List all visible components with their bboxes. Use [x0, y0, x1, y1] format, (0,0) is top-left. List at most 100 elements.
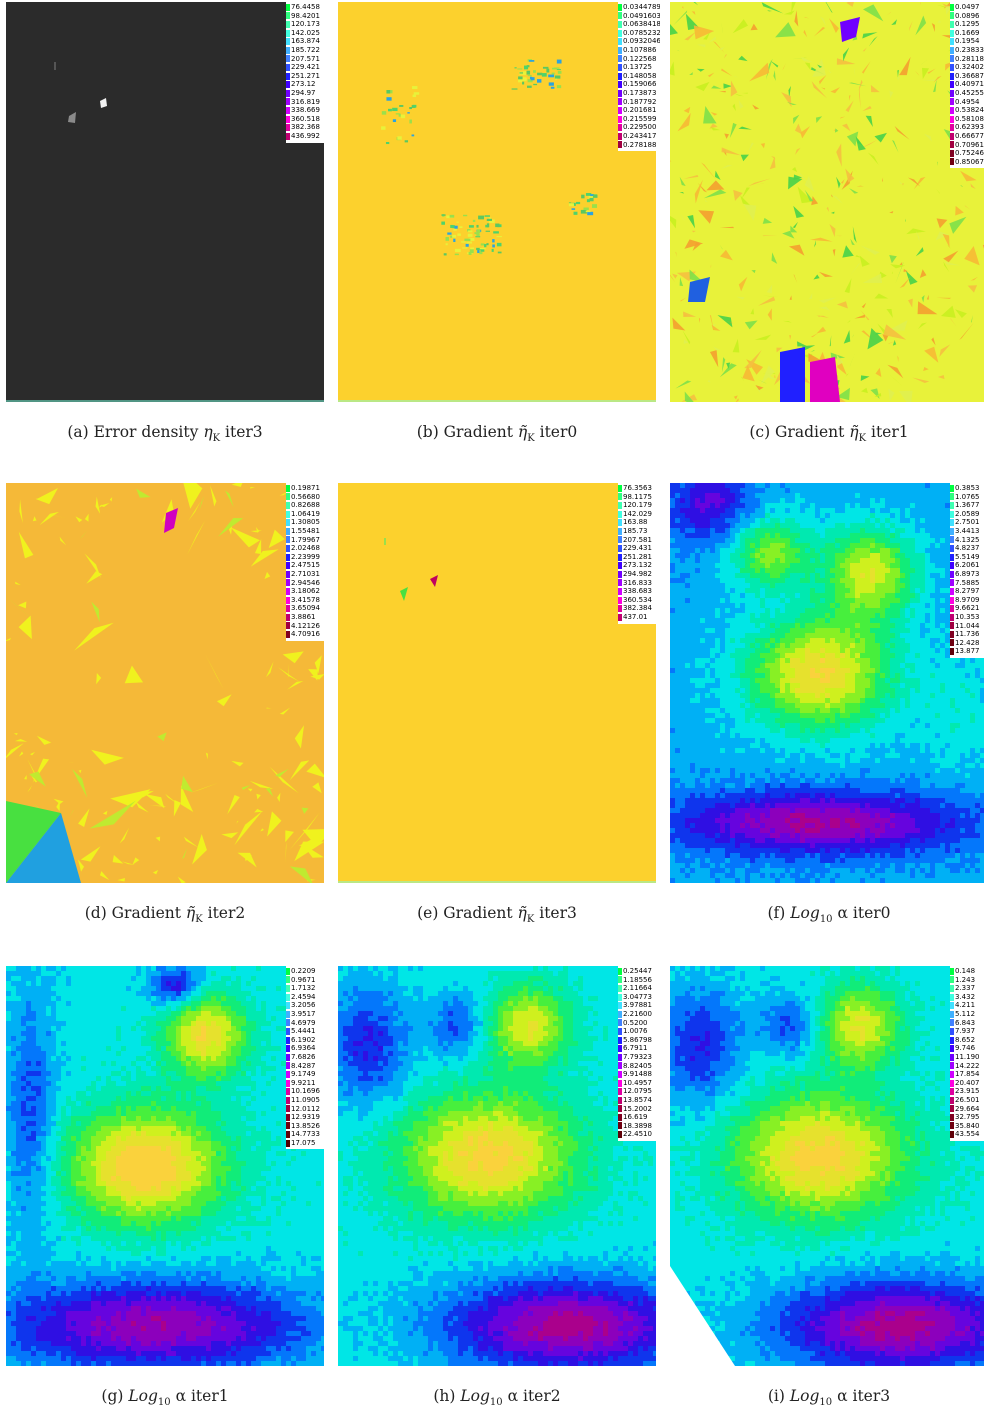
legend-value: 1.18556 [623, 976, 652, 985]
legend-entry: 29.664 [950, 1105, 984, 1114]
legend-swatch [286, 1088, 290, 1096]
legend-swatch [950, 1045, 954, 1053]
legend-swatch [618, 124, 622, 132]
legend-value: 0.159066 [623, 80, 656, 89]
caption-label: (i) [768, 1387, 785, 1405]
legend-value: 0.1295 [955, 20, 980, 29]
legend-swatch [286, 553, 290, 561]
legend-entry: 0.122568 [618, 55, 660, 64]
mesh-accent [164, 508, 178, 533]
legend-swatch [618, 1062, 622, 1070]
legend-swatch [950, 1122, 954, 1130]
legend-value: 163.88 [623, 518, 648, 527]
legend-value: 1.243 [955, 976, 975, 985]
legend-value: 0.1954 [955, 37, 980, 46]
legend-value: 14.222 [955, 1062, 980, 1071]
alpha-field [338, 966, 656, 1366]
legend-swatch [286, 605, 290, 613]
legend-value: 7.6826 [291, 1053, 316, 1062]
legend-value: 3.18062 [291, 587, 320, 596]
legend-entry: 0.1295 [950, 20, 984, 29]
legend-swatch [950, 501, 954, 509]
legend-swatch [618, 501, 622, 509]
legend-swatch [618, 1010, 622, 1018]
legend-entry: 12.0112 [286, 1105, 328, 1114]
legend-entry: 6.2061 [950, 561, 984, 570]
color-legend: 0.3853 1.0765 1.3677 2.0589 2.7501 3.4413 4.13… [950, 483, 984, 658]
legend-value: 229.421 [291, 63, 320, 72]
legend-swatch [618, 89, 622, 97]
legend-swatch [618, 984, 622, 992]
caption-suffix: iter3 [539, 904, 577, 922]
legend-swatch [286, 1045, 290, 1053]
legend-value: 229.431 [623, 544, 652, 553]
legend-swatch [950, 89, 954, 97]
legend-entry: 0.9671 [286, 976, 328, 985]
plot-image [338, 966, 656, 1366]
legend-swatch [950, 976, 954, 984]
legend-entry: 10.353 [950, 613, 984, 622]
legend-swatch [618, 72, 622, 80]
plot-image [670, 966, 984, 1366]
legend-entry: 12.9319 [286, 1113, 328, 1122]
caption-label: (e) Gradient [417, 904, 513, 922]
legend-value: 20.407 [955, 1079, 980, 1088]
subfigure-c: 0.0497 0.0896 0.1295 0.1669 0.1954 0.23833 0.2… [670, 2, 984, 402]
legend-value: 16.619 [623, 1113, 648, 1122]
legend-entry: 2.4594 [286, 993, 328, 1002]
legend-swatch [950, 81, 954, 89]
legend-swatch [286, 1002, 290, 1010]
legend-entry: 0.148058 [618, 72, 660, 81]
legend-value: 13.8574 [623, 1096, 652, 1105]
legend-value: 4.70916 [291, 630, 320, 639]
legend-entry: 207.581 [618, 536, 660, 545]
legend-swatch [618, 1131, 622, 1139]
gradient-clusters [381, 59, 598, 256]
legend-entry: 0.159066 [618, 80, 660, 89]
legend-swatch [286, 613, 290, 621]
legend-value: 142.025 [291, 29, 320, 38]
legend-entry: 13.8526 [286, 1122, 328, 1131]
legend-swatch [286, 1053, 290, 1061]
legend-swatch [618, 967, 622, 975]
legend-entry: 35.840 [950, 1122, 984, 1131]
legend-entry: 3.97881 [618, 1001, 660, 1010]
legend-swatch [286, 993, 290, 1001]
legend-swatch [286, 587, 290, 595]
legend-swatch [286, 1131, 290, 1139]
gold-background [338, 483, 656, 883]
legend-swatch [950, 141, 954, 149]
legend-entry: 0.201681 [618, 106, 660, 115]
legend-entry: 12.428 [950, 639, 984, 648]
legend-entry: 4.8237 [950, 544, 984, 553]
legend-entry: 14.222 [950, 1062, 984, 1071]
legend-swatch [618, 1096, 622, 1104]
color-legend: 76.4458 98.4201 120.173 142.025 163.874 185.7… [286, 2, 328, 143]
legend-entry: 0.243417 [618, 132, 660, 141]
legend-swatch [286, 976, 290, 984]
legend-entry: 0.148 [950, 967, 984, 976]
legend-value: 22.4510 [623, 1130, 652, 1139]
legend-entry: 5.86798 [618, 1036, 660, 1045]
legend-value: 6.843 [955, 1019, 975, 1028]
legend-value: 2.7501 [955, 518, 980, 527]
legend-swatch [950, 562, 954, 570]
legend-swatch [950, 132, 954, 140]
caption-subscript: 10 [819, 1397, 832, 1408]
legend-swatch [618, 510, 622, 518]
legend-swatch [950, 106, 954, 114]
legend-value: 0.0638418 [623, 20, 660, 29]
legend-value: 1.06419 [291, 510, 320, 519]
subfigure-b: 0.0344789 0.0491603 0.0638418 0.0785232 0.09… [338, 2, 660, 402]
legend-entry: 338.683 [618, 587, 660, 596]
legend-value: 0.3853 [955, 484, 980, 493]
legend-value: 76.4458 [291, 3, 320, 12]
legend-value: 3.04773 [623, 993, 652, 1002]
legend-entry: 294.982 [618, 570, 660, 579]
subfigure-a: 76.4458 98.4201 120.173 142.025 163.874 185.7… [6, 2, 328, 402]
legend-entry: 43.554 [950, 1130, 984, 1139]
legend-value: 0.19871 [291, 484, 320, 493]
legend-entry: 1.0076 [618, 1027, 660, 1036]
legend-entry: 1.18556 [618, 976, 660, 985]
legend-value: 360.518 [291, 115, 320, 124]
